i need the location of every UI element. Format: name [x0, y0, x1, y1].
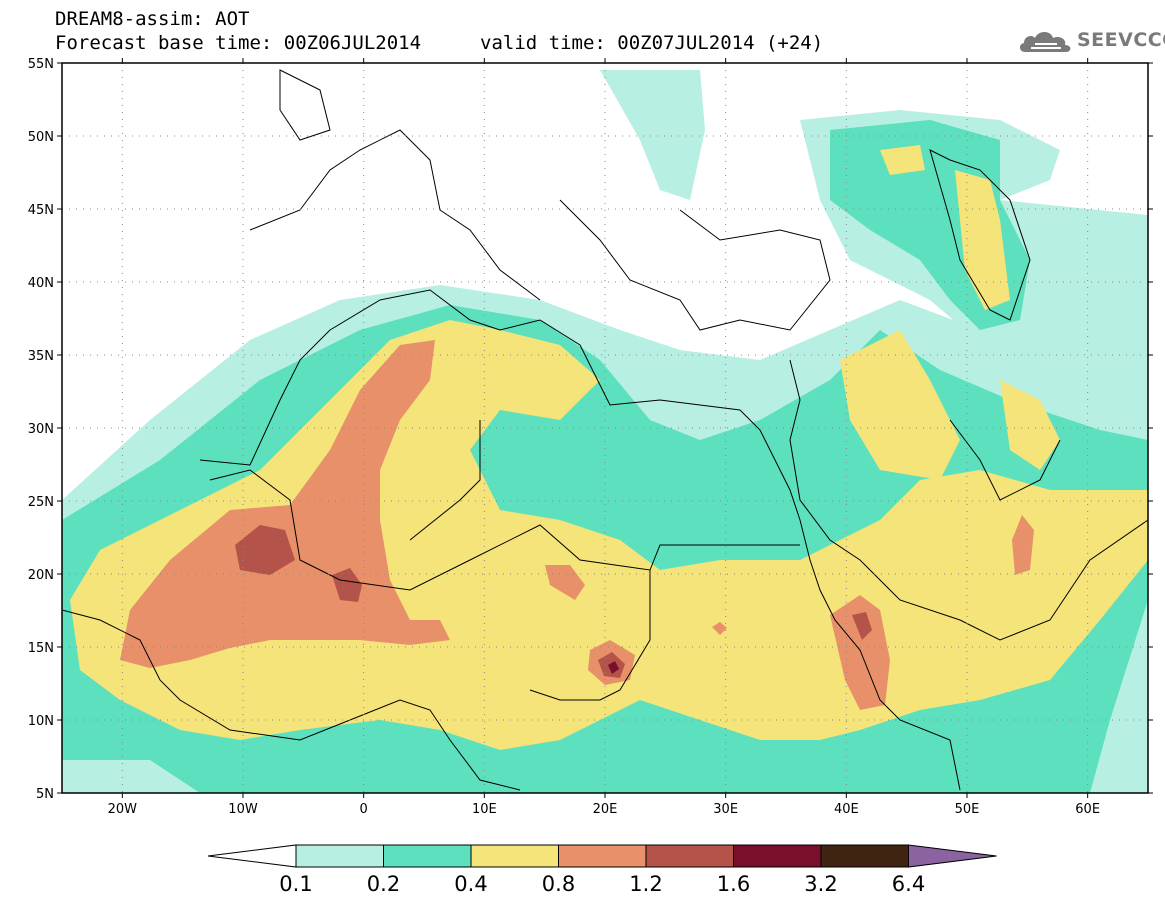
colorbar-label: 1.2 — [629, 872, 662, 896]
colorbar-label: 1.6 — [717, 872, 750, 896]
colorbar-high-arrow — [908, 844, 997, 868]
lat-tick-label: 55N — [28, 57, 54, 72]
map-grid — [62, 63, 1148, 793]
map-title: DREAM8-assim: AOT — [55, 8, 250, 30]
colorbar-segment — [470, 844, 559, 868]
colorbar-segment — [820, 844, 909, 868]
aot-contour-c5-niger — [332, 568, 362, 602]
aot-contour-c3-arabia — [840, 330, 960, 480]
lon-axis: 20W 10W 0 10E 20E 30E 40E 50E 60E — [108, 58, 1100, 817]
colorbar-label: 0.4 — [454, 872, 487, 896]
lat-tick-label: 25N — [28, 495, 54, 510]
lon-tick-label: 40E — [834, 802, 859, 817]
colorbar-label: 0.2 — [367, 872, 400, 896]
aot-contour-c5-redsea — [852, 612, 872, 640]
valid-time: valid time: 00Z07JUL2014 (+24) — [480, 32, 824, 54]
lon-tick-label: 10E — [472, 802, 497, 817]
aot-contour-c1-north — [600, 70, 705, 200]
logo-text: SEEVCCC — [1077, 29, 1165, 51]
coastlines — [62, 69, 1148, 791]
aot-contour-c3-arabia2 — [1000, 380, 1060, 470]
aot-contour-c4-spot — [712, 622, 727, 635]
base-time: Forecast base time: 00Z06JUL2014 — [55, 32, 422, 54]
forecast-time-line: Forecast base time: 00Z06JUL2014 valid ti… — [55, 32, 823, 54]
colorbar-label: 0.1 — [279, 872, 312, 896]
cloud-icon — [1019, 32, 1071, 52]
aot-contour-c4-redsea — [830, 595, 890, 710]
colorbar-label: 0.8 — [542, 872, 575, 896]
lat-axis: 55N 50N 45N 40N 35N 30N 25N 20N 15N 10N 5N — [28, 57, 1153, 802]
lon-tick-label: 20W — [108, 802, 138, 817]
lon-tick-label: 50E — [955, 802, 980, 817]
lon-tick-label: 60E — [1075, 802, 1100, 817]
lat-tick-label: 45N — [28, 203, 54, 218]
colorbar-segment — [295, 844, 384, 868]
lat-tick-label: 5N — [36, 787, 54, 802]
aot-contour-c3-caspian — [880, 145, 925, 175]
aot-contour-c5-mali — [235, 525, 295, 575]
aot-contour-c4-chad — [545, 565, 585, 600]
colorbar-segment — [558, 844, 647, 868]
colorbar: 0.1 0.2 0.4 0.8 1.2 1.6 3.2 6.4 — [207, 844, 997, 896]
seevccc-logo: SEEVCCC — [1017, 26, 1165, 56]
colorbar-segment — [733, 844, 822, 868]
lon-tick-label: 10W — [228, 802, 258, 817]
aot-contour-c4-arabia — [1012, 515, 1034, 575]
lat-tick-label: 50N — [28, 130, 54, 145]
colorbar-low-arrow — [207, 844, 297, 868]
lat-tick-label: 35N — [28, 349, 54, 364]
lat-tick-label: 30N — [28, 422, 54, 437]
lon-tick-label: 30E — [713, 802, 738, 817]
lat-tick-label: 10N — [28, 714, 54, 729]
colorbar-segment — [383, 844, 472, 868]
aot-contour-c4-west — [120, 340, 450, 668]
lat-tick-label: 15N — [28, 641, 54, 656]
aot-contour-c6-darfur — [608, 661, 619, 674]
lon-tick-label: 0 — [360, 802, 368, 817]
lat-tick-label: 40N — [28, 276, 54, 291]
colorbar-label: 6.4 — [892, 872, 925, 896]
lon-tick-label: 20E — [593, 802, 618, 817]
colorbar-label: 3.2 — [804, 872, 837, 896]
colorbar-segment — [645, 844, 734, 868]
lat-tick-label: 20N — [28, 568, 54, 583]
